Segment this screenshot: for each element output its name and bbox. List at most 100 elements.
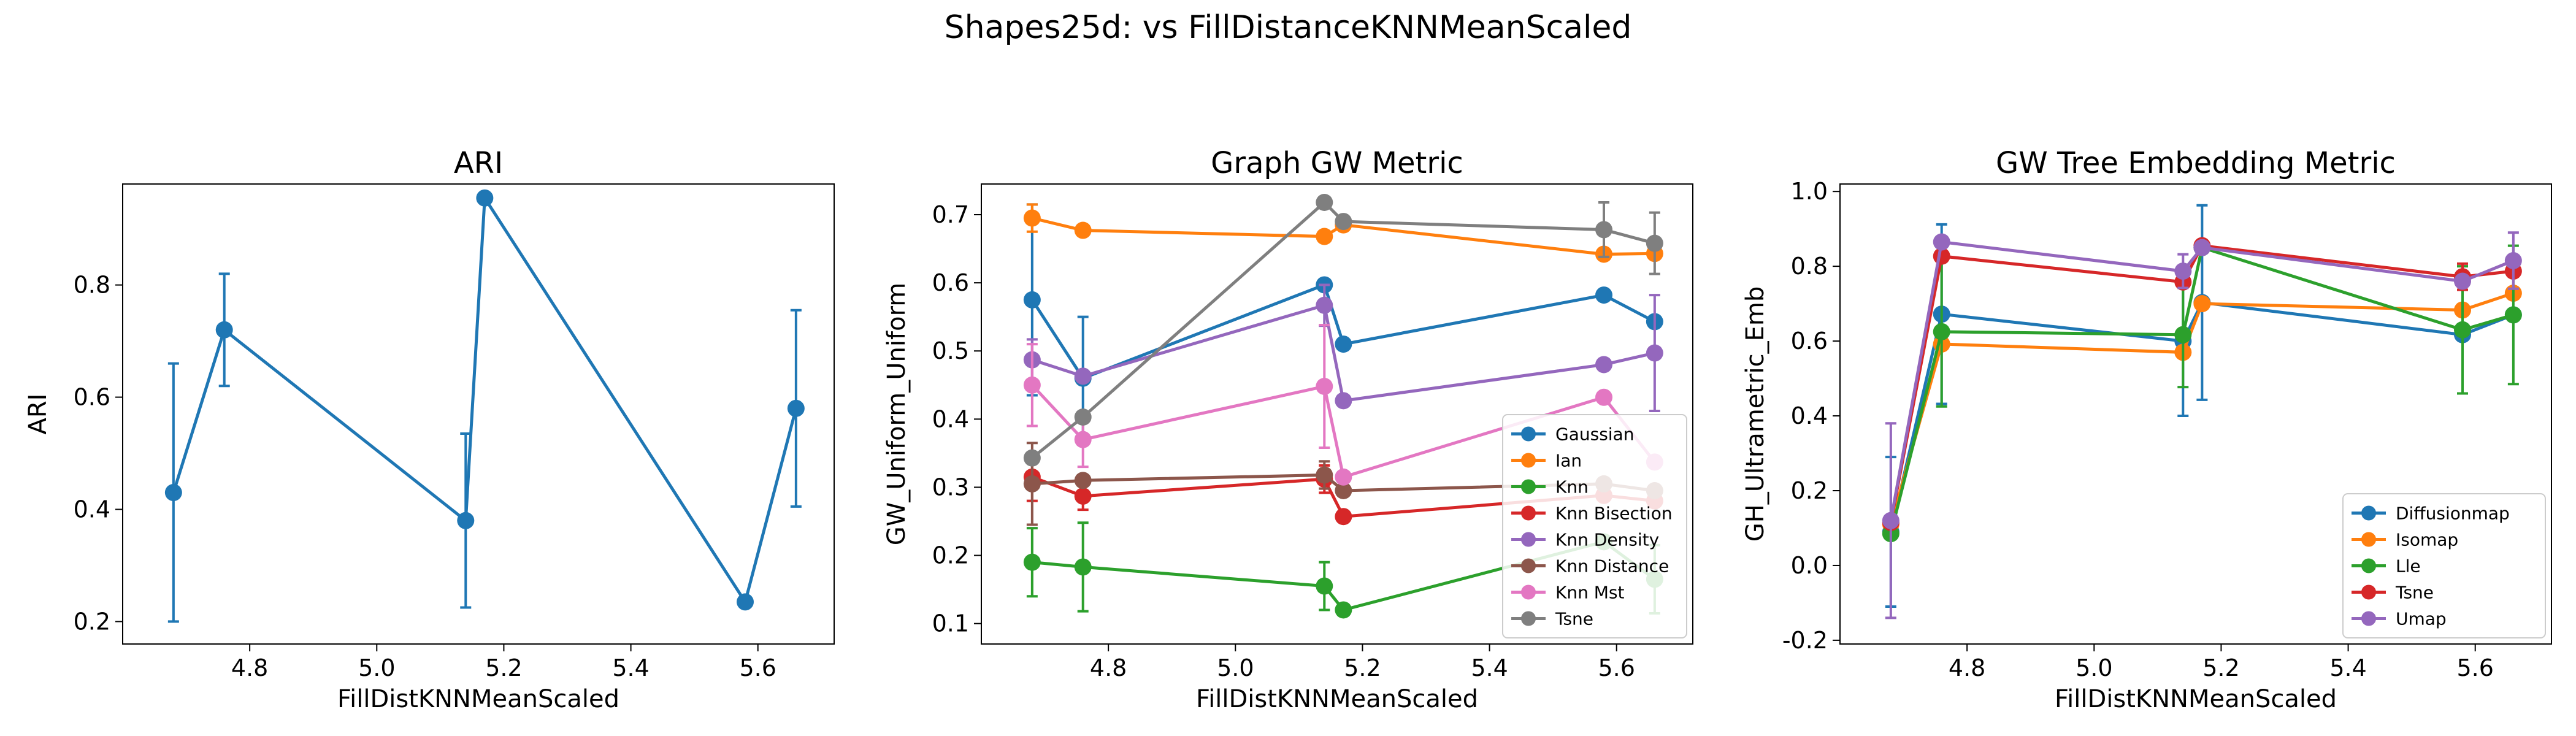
y-axis-label: GW_Uniform_Uniform <box>883 283 911 546</box>
data-point <box>1023 553 1041 571</box>
data-point <box>1595 388 1612 406</box>
x-tick-label: 5.6 <box>2456 654 2493 681</box>
data-point <box>1595 356 1612 374</box>
y-tick-label: -0.2 <box>1782 627 1828 654</box>
x-tick-label: 5.0 <box>358 654 395 681</box>
series-line <box>1889 301 2514 532</box>
legend-label: Knn Density <box>1555 530 1659 550</box>
data-point <box>1316 466 1333 484</box>
y-tick-label: 0.2 <box>932 542 969 569</box>
legend-box <box>1502 414 1687 638</box>
data-point <box>1023 475 1041 493</box>
y-tick-label: 0.6 <box>74 384 110 411</box>
chart-title: ARI <box>454 146 503 180</box>
legend-label: Isomap <box>2396 530 2458 550</box>
x-tick-label: 4.8 <box>231 654 268 681</box>
chart-title: Graph GW Metric <box>1211 146 1463 180</box>
y-tick-label: 0.8 <box>74 272 110 299</box>
data-point <box>1074 558 1092 576</box>
data-point <box>164 484 182 502</box>
series-line <box>1030 283 1656 380</box>
data-point <box>1335 468 1352 486</box>
data-point <box>1933 323 1950 340</box>
legend-label: Diffusionmap <box>2396 504 2510 524</box>
data-point <box>1335 508 1352 526</box>
data-point <box>2504 306 2522 324</box>
x-tick-label: 4.8 <box>1090 654 1127 681</box>
data-point <box>1646 234 1663 252</box>
legend: Gaussian Ian Knn Knn Bisection Knn Density Kn… <box>1502 414 1687 638</box>
legend-label: Knn Mst <box>1555 583 1625 603</box>
data-point <box>1335 601 1352 619</box>
legend-swatch-marker <box>2361 585 2376 600</box>
legend-swatch-marker <box>1521 532 1536 547</box>
series-knn-density <box>1023 283 1663 412</box>
legend-swatch-marker <box>2361 505 2376 521</box>
legend-swatch-marker <box>1521 426 1536 442</box>
series-line <box>172 193 798 606</box>
y-tick-label: 0.4 <box>932 405 969 432</box>
data-point <box>1023 291 1041 309</box>
data-point <box>476 189 494 207</box>
series-line <box>1889 245 2514 534</box>
x-tick-label: 5.2 <box>1344 654 1381 681</box>
data-point <box>2454 321 2471 339</box>
legend-label: Gaussian <box>1555 424 1634 445</box>
chart-title: GW Tree Embedding Metric <box>1996 146 2396 180</box>
x-tick-label: 5.2 <box>2202 654 2239 681</box>
x-axis-label: FillDistKNNMeanScaled <box>337 685 619 713</box>
x-tick-label: 5.2 <box>485 654 522 681</box>
y-tick-label: 0.6 <box>1791 328 1828 355</box>
x-tick-label: 5.4 <box>2329 654 2366 681</box>
y-axis-label: GH_Ultrametric_Emb <box>1741 286 1769 542</box>
data-point <box>1023 209 1041 227</box>
data-point <box>1074 408 1092 426</box>
data-point <box>2193 295 2211 313</box>
data-point <box>1335 482 1352 499</box>
y-axis-label: ARI <box>24 394 52 435</box>
legend-label: Knn Bisection <box>1555 504 1673 524</box>
data-point <box>1335 213 1352 231</box>
legend-label: Tsne <box>1555 609 1593 629</box>
data-point <box>1335 335 1352 353</box>
y-tick-label: 0.0 <box>1791 552 1828 579</box>
y-tick-label: 0.5 <box>932 337 969 364</box>
y-tick-label: 0.3 <box>932 473 969 500</box>
series-line <box>1031 200 1655 459</box>
plot-frame <box>122 183 835 645</box>
data-point <box>1316 378 1333 395</box>
data-point <box>2504 252 2522 269</box>
x-tick-label: 5.4 <box>612 654 649 681</box>
series-line <box>1032 303 1655 403</box>
series-tsne <box>1023 194 1663 467</box>
legend-swatch-marker <box>2361 532 2376 547</box>
series-1 <box>164 189 805 623</box>
y-tick-label: 0.4 <box>74 496 110 523</box>
data-point <box>787 399 805 417</box>
data-point <box>2454 272 2471 290</box>
legend-label: Umap <box>2396 609 2447 629</box>
x-tick-label: 5.6 <box>739 654 776 681</box>
y-tick-label: 0.6 <box>932 269 969 296</box>
data-point <box>1595 286 1612 304</box>
data-point <box>1023 376 1041 394</box>
data-point <box>1074 431 1092 448</box>
charts-area: ARI 4.8 5.0 5.2 5.4 5.6 0.2 0.4 0.6 0.8 FillDistKN… <box>24 146 2552 713</box>
data-point <box>737 593 754 611</box>
data-point <box>2193 239 2211 256</box>
y-tick-label: 0.2 <box>1791 477 1828 504</box>
data-point <box>2174 263 2192 280</box>
legend-label: Lle <box>2396 556 2421 577</box>
data-point <box>1316 296 1333 314</box>
legend-swatch-marker <box>2361 558 2376 573</box>
x-tick-label: 5.4 <box>1471 654 1508 681</box>
chart-1: ARI 4.8 5.0 5.2 5.4 5.6 0.2 0.4 0.6 0.8 FillDistKN… <box>24 146 835 713</box>
legend-label: Knn <box>1555 477 1589 497</box>
data-point <box>2174 326 2192 343</box>
legend-swatch-marker <box>1521 453 1536 468</box>
legend-label: Tsne <box>2395 583 2434 603</box>
legend-swatch-marker <box>1521 611 1536 626</box>
legend-swatch-marker <box>1521 479 1536 494</box>
data-point <box>1316 228 1333 245</box>
legend-swatch-marker <box>1521 505 1536 521</box>
